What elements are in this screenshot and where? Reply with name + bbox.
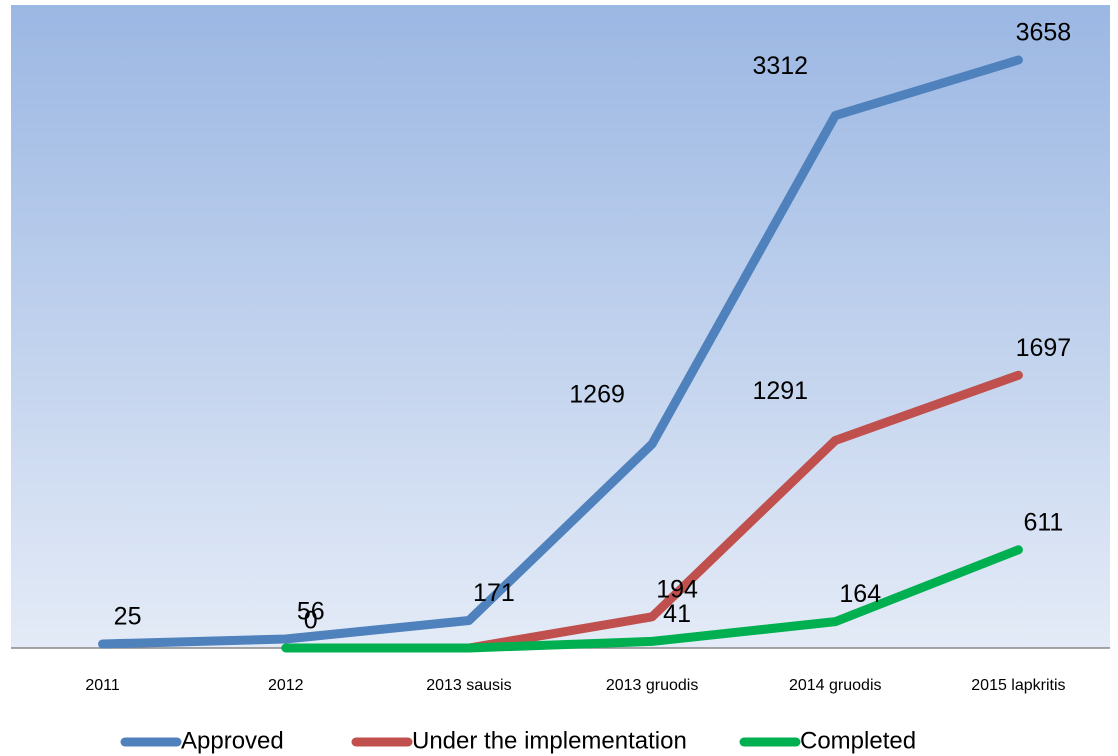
data-label: 0 xyxy=(304,607,318,635)
x-tick-label: 2014 gruodis xyxy=(789,677,882,694)
plot-area xyxy=(11,5,1110,648)
x-tick-label: 2013 gruodis xyxy=(606,677,699,694)
legend-label: Under the implementation xyxy=(412,727,687,754)
data-label: 1697 xyxy=(1016,334,1072,362)
data-label: 171 xyxy=(473,579,515,607)
series-line xyxy=(98,55,1023,649)
x-tick-label: 2012 xyxy=(268,677,304,694)
legend-label: Completed xyxy=(800,727,916,754)
data-label: 25 xyxy=(114,603,142,631)
data-label: 3312 xyxy=(752,52,808,80)
x-tick-label: 2015 lapkritis xyxy=(971,677,1065,694)
data-label: 1291 xyxy=(752,377,808,405)
data-label: 3658 xyxy=(1016,19,1072,47)
data-label: 164 xyxy=(839,580,881,608)
data-label: 194 xyxy=(656,575,698,603)
x-tick-label: 2011 xyxy=(85,677,120,694)
data-label: 1269 xyxy=(569,381,625,409)
legend-label: Approved xyxy=(181,727,284,754)
data-label: 611 xyxy=(1023,508,1063,536)
series-line xyxy=(281,545,1023,653)
data-label: 56 xyxy=(297,598,325,626)
x-tick-label: 2013 sausis xyxy=(426,677,511,694)
data-label: 41 xyxy=(663,600,691,628)
series-line xyxy=(464,370,1023,653)
